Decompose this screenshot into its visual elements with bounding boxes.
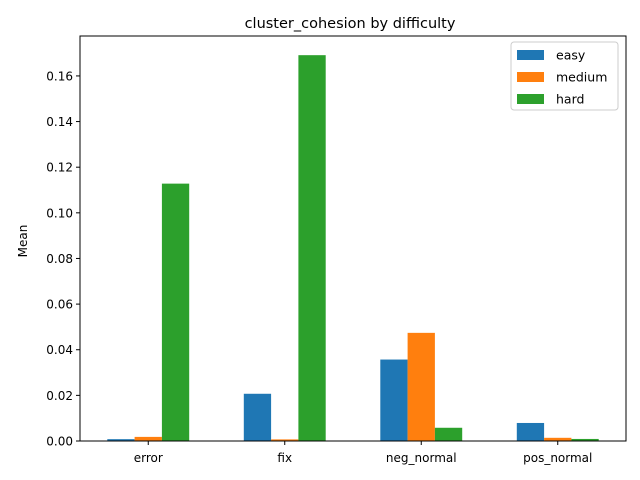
bar-hard-neg_normal	[434, 427, 463, 441]
x-tick-label: neg_normal	[386, 451, 457, 465]
legend-swatch-hard	[517, 94, 544, 104]
legend-label-medium: medium	[556, 70, 607, 85]
legend-swatch-easy	[517, 50, 544, 60]
bar-easy-fix	[243, 393, 272, 441]
plot-frame	[79, 35, 627, 442]
bar-hard-error	[161, 183, 190, 441]
y-tick-label: 0.00	[46, 435, 73, 449]
y-tick-label: 0.12	[46, 161, 73, 175]
plot-area: 0.00 0.02 0.04 0.06 0.08 0.10 0.12 0.14 0.16 erro…	[46, 35, 627, 465]
bar-easy-pos_normal	[516, 422, 545, 441]
y-tick-label: 0.14	[46, 115, 73, 129]
y-tick-label: 0.08	[46, 252, 73, 266]
bar-medium-error	[134, 436, 162, 441]
bar-hard-fix	[298, 55, 326, 442]
bar-hard-pos_normal	[571, 438, 599, 441]
bar-easy-neg_normal	[380, 359, 408, 441]
y-tick-label: 0.06	[46, 298, 73, 312]
y-tick-label: 0.04	[46, 343, 73, 357]
bar-medium-fix	[271, 439, 299, 441]
legend-swatch-medium	[517, 72, 544, 82]
y-axis-label: Mean	[16, 225, 30, 258]
y-tick-label: 0.02	[46, 389, 73, 403]
y-tick-label: 0.16	[46, 69, 73, 83]
x-tick-label: fix	[277, 451, 292, 465]
x-tick-label: error	[134, 451, 163, 465]
legend-label-hard: hard	[556, 92, 584, 107]
bar-medium-neg_normal	[407, 332, 435, 441]
bar-medium-pos_normal	[544, 437, 572, 441]
y-tick-label: 0.10	[46, 206, 73, 220]
legend-label-easy: easy	[556, 48, 586, 63]
chart-title: cluster_cohesion by difficulty	[245, 16, 456, 32]
legend: easy medium hard	[510, 41, 619, 111]
bar-easy-error	[107, 439, 135, 441]
x-tick-label: pos_normal	[523, 451, 592, 465]
